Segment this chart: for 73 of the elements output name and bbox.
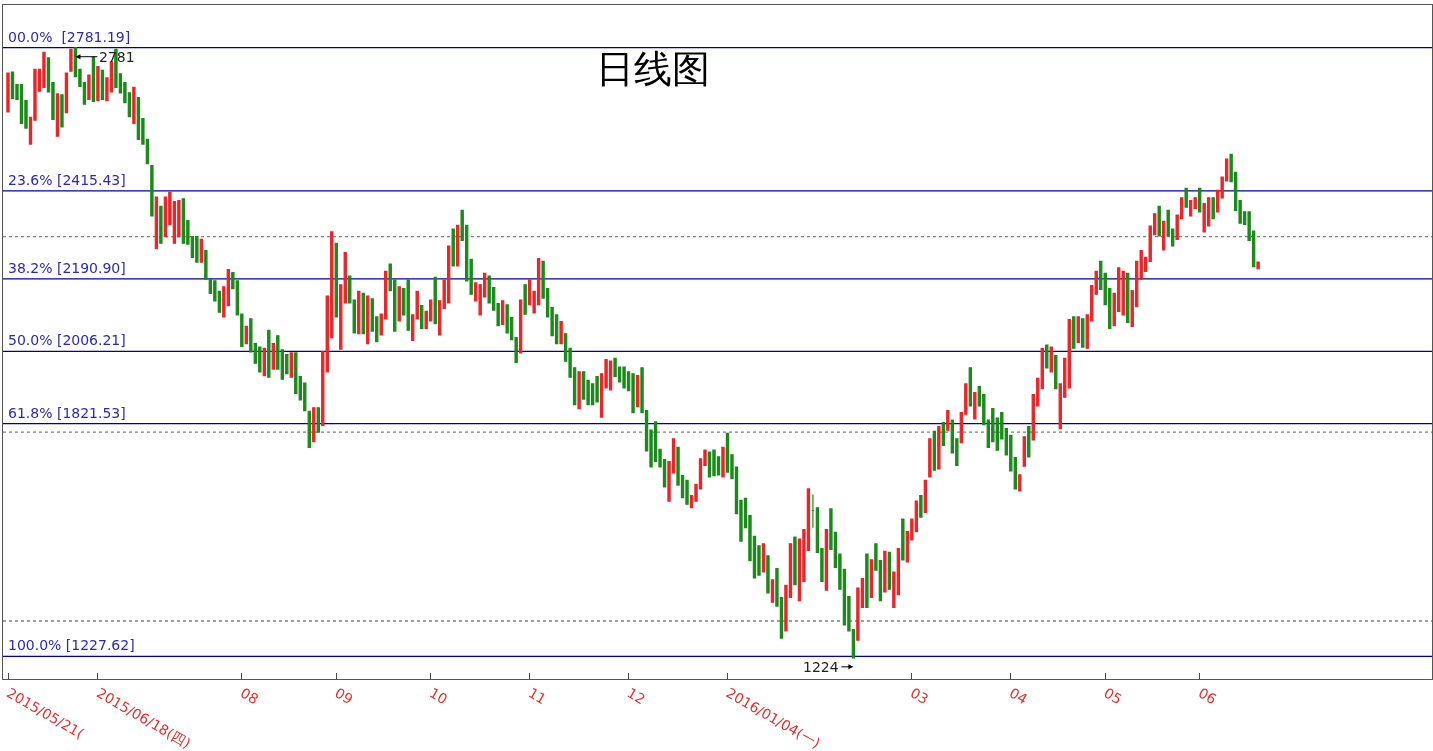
candlestick (397, 286, 401, 322)
candlestick (42, 51, 46, 88)
x-tick-label: 12 (624, 684, 648, 708)
candlestick (928, 438, 932, 478)
candlestick (622, 366, 626, 389)
candlestick (132, 86, 136, 124)
candlestick (685, 479, 689, 505)
ref-line-label: 38.2% [2190.90] (8, 260, 126, 276)
candlestick (6, 72, 10, 113)
candlestick (289, 352, 293, 378)
candlestick (60, 94, 64, 128)
candlestick (87, 74, 91, 101)
candlestick (559, 321, 563, 345)
candlestick (1027, 426, 1031, 458)
x-tick-label: 04 (1006, 684, 1031, 708)
candlestick (523, 284, 527, 315)
candlestick (901, 518, 905, 561)
candlestick (150, 165, 154, 217)
candlestick (406, 279, 410, 331)
candlestick (712, 449, 716, 477)
candlestick (258, 346, 262, 373)
candlestick (312, 407, 316, 443)
candlestick (1121, 270, 1125, 316)
ref-line-label: 50.0% [2006.21] (8, 332, 126, 348)
candlestick (69, 48, 73, 72)
candlestick (1081, 318, 1085, 348)
candlestick (1256, 261, 1260, 270)
candlestick (883, 550, 887, 593)
candlestick (973, 391, 977, 420)
annotation: 1224 (803, 659, 839, 675)
candlestick (1045, 344, 1049, 369)
candlestick (595, 375, 599, 403)
candlestick (761, 543, 766, 573)
candlestick (793, 536, 797, 586)
candlestick (919, 495, 923, 518)
x-tick-label: 09 (332, 684, 356, 708)
candlestick (1072, 316, 1076, 349)
x-tick-label: 03 (907, 684, 932, 708)
candlestick (946, 409, 950, 431)
candlestick (1054, 355, 1058, 390)
candlestick (631, 373, 635, 414)
x-tick-label: 06 (1195, 684, 1220, 708)
candlestick (811, 493, 815, 529)
candlestick (937, 426, 941, 470)
candlestick (451, 228, 455, 267)
candlestick (968, 367, 973, 407)
candlestick (518, 299, 523, 354)
candlestick (195, 235, 199, 263)
ref-line-label: 61.8% [1821.53] (8, 405, 126, 421)
candlestick (316, 407, 320, 433)
ref-line-label: 23.6% [2415.43] (8, 172, 126, 188)
candlestick (766, 555, 770, 594)
candlestick (770, 579, 775, 603)
candlestick (159, 205, 163, 244)
candlestick (433, 276, 437, 325)
x-tick-label: 10 (426, 684, 451, 708)
x-tick-label: 08 (237, 684, 262, 708)
candlestick (96, 65, 100, 102)
candlestick (721, 446, 725, 478)
candlestick (1184, 187, 1188, 208)
x-tick-label: 05 (1101, 684, 1125, 708)
ref-line-label: 00.0% [2781.19] (8, 29, 131, 45)
candlestick (577, 371, 581, 410)
x-tick-label: 11 (525, 684, 550, 708)
candlestick (1157, 205, 1161, 237)
candlestick (865, 553, 869, 608)
candlestick (1211, 197, 1215, 220)
candlestick (267, 329, 271, 378)
text: 日线图 (596, 47, 710, 91)
candlestick (1018, 474, 1022, 492)
candlestick (366, 295, 370, 345)
candlestick (357, 290, 361, 335)
ref-line-label: 100.0% [1227.62] (8, 637, 135, 653)
